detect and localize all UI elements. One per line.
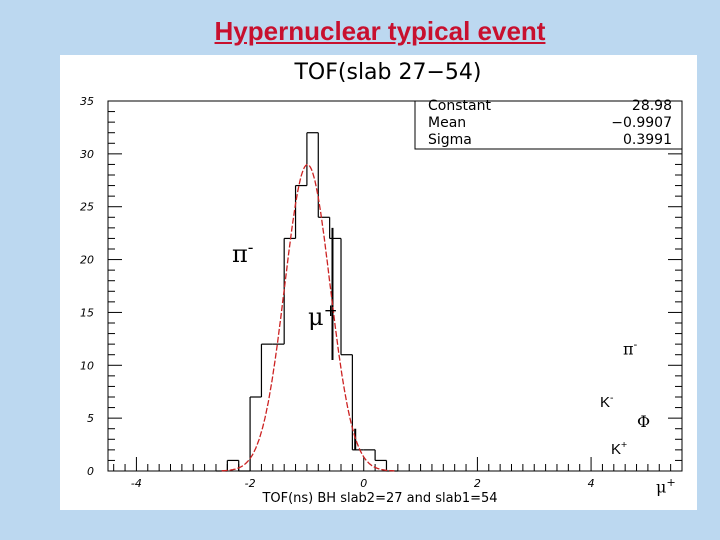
mu-plus-small-symbol: μ [656, 477, 667, 497]
fit-curve [221, 164, 395, 472]
mu-plus-symbol: μ [308, 303, 324, 331]
y-tick-label: 20 [80, 254, 94, 267]
pi-minus-small-symbol: π [623, 339, 634, 359]
gaussian-fit [221, 164, 395, 472]
tof-histogram-chart: TOF(slab 27−54) 0 5 10 15 20 25 30 35 -4 -2 0 2 4 Co… [80, 60, 683, 506]
stats-value: 28.98 [632, 98, 672, 114]
y-tick-label: 35 [80, 95, 94, 108]
pi-minus-charge: - [247, 237, 254, 257]
y-tick-label: 15 [80, 306, 94, 319]
x-tick-label: 0 [360, 477, 367, 490]
k-plus-symbol: K [611, 441, 622, 458]
chart-title: TOF(slab 27−54) [293, 60, 481, 85]
y-tick-label: 5 [87, 412, 94, 425]
stats-value: 0.3991 [623, 132, 672, 148]
mu-plus-small-label: μ+ [656, 476, 676, 496]
x-tick-label: -2 [245, 477, 256, 490]
plot-panel: TOF(slab 27−54) 0 5 10 15 20 25 30 35 -4 -2 0 2 4 Co… [60, 55, 697, 510]
k-minus-symbol: K [600, 394, 611, 411]
y-tick-label: 0 [87, 465, 94, 478]
stats-label: Sigma [428, 132, 472, 148]
mu-plus-charge: + [323, 300, 338, 320]
k-minus-label: K- [600, 392, 614, 411]
slide-title: Hypernuclear typical event [214, 16, 546, 46]
x-tick-label: -4 [131, 477, 142, 490]
k-plus-charge: + [621, 439, 628, 451]
axis-ticks: 0 5 10 15 20 25 30 35 -4 -2 0 2 4 [80, 95, 683, 490]
k-minus-charge: - [610, 392, 614, 404]
plot-frame [107, 100, 683, 472]
histogram [215, 132, 398, 472]
stats-label: Constant [428, 98, 491, 114]
phi-label: Φ [637, 412, 650, 431]
x-axis-label: TOF(ns) BH slab2=27 and slab1=54 [261, 491, 497, 506]
y-tick-label: 10 [80, 359, 94, 372]
phi-symbol: Φ [637, 412, 651, 431]
pi-minus-small-charge: - [633, 338, 638, 351]
pi-minus-label: π- [232, 237, 253, 268]
x-tick-label: 4 [588, 477, 595, 490]
y-tick-label: 30 [80, 148, 94, 161]
mu-plus-label: μ+ [308, 300, 338, 331]
stats-label: Mean [428, 115, 466, 131]
stats-value: −0.9907 [611, 115, 672, 131]
y-tick-label: 25 [80, 201, 94, 214]
stats-box: Constant 28.98 Mean −0.9907 Sigma 0.3991 [414, 98, 683, 150]
pi-minus-symbol: π [232, 240, 248, 268]
mu-plus-small-charge: + [666, 476, 676, 489]
pi-minus-small-label: π- [623, 338, 637, 358]
k-plus-label: K+ [611, 439, 627, 458]
stats-box-frame [414, 100, 683, 150]
x-tick-label: 2 [474, 477, 481, 490]
